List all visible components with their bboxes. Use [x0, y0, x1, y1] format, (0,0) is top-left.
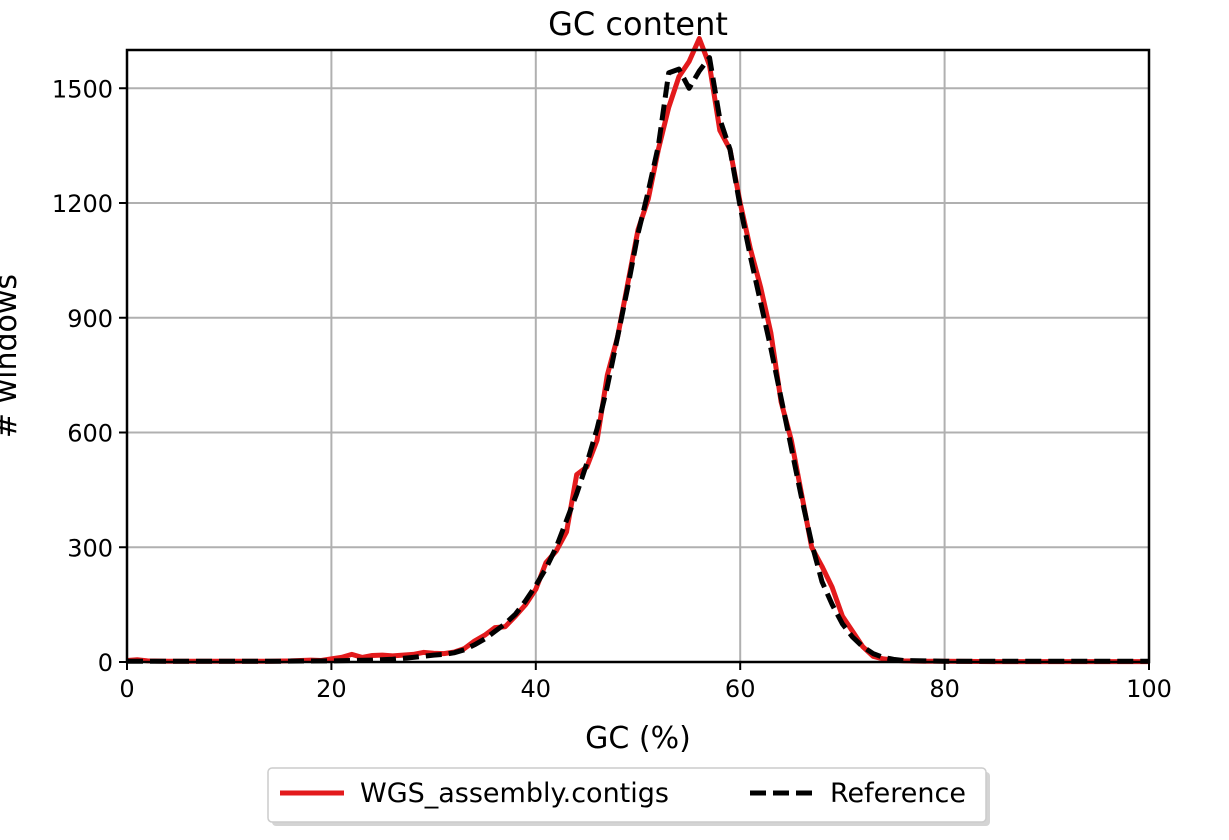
x-tick-label: 20 — [316, 675, 347, 703]
legend-label-wgs: WGS_assembly.contigs — [360, 778, 669, 809]
y-tick-label: 600 — [67, 420, 113, 448]
y-tick-label: 1500 — [52, 75, 113, 103]
x-tick-label: 80 — [929, 675, 960, 703]
series-line-reference — [127, 55, 1149, 664]
y-tick-label: 0 — [98, 649, 113, 677]
series-layer — [126, 36, 1149, 665]
x-tick-label: 100 — [1126, 675, 1172, 703]
x-axis-label: GC (%) — [585, 721, 691, 756]
y-ticks: 0 300 600 900 1200 1500 — [52, 75, 127, 677]
legend-label-reference: Reference — [830, 778, 966, 809]
grid — [126, 50, 1150, 663]
series-line-wgs-assembly-contigs — [126, 36, 1149, 665]
x-ticks: 0 20 40 60 80 100 — [119, 662, 1172, 703]
x-tick-label: 0 — [119, 675, 134, 703]
y-tick-label: 900 — [67, 305, 113, 333]
legend-box — [267, 767, 987, 823]
y-tick-label: 1200 — [52, 190, 113, 218]
x-tick-label: 40 — [521, 675, 552, 703]
y-axis-label: # windows — [0, 274, 24, 438]
plot-frame — [125, 48, 1151, 664]
y-tick-label: 300 — [67, 534, 113, 562]
x-tick-label: 60 — [725, 675, 756, 703]
legend: WGS_assembly.contigs Reference — [267, 767, 990, 826]
